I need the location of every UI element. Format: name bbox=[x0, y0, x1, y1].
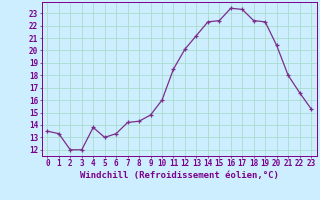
X-axis label: Windchill (Refroidissement éolien,°C): Windchill (Refroidissement éolien,°C) bbox=[80, 171, 279, 180]
